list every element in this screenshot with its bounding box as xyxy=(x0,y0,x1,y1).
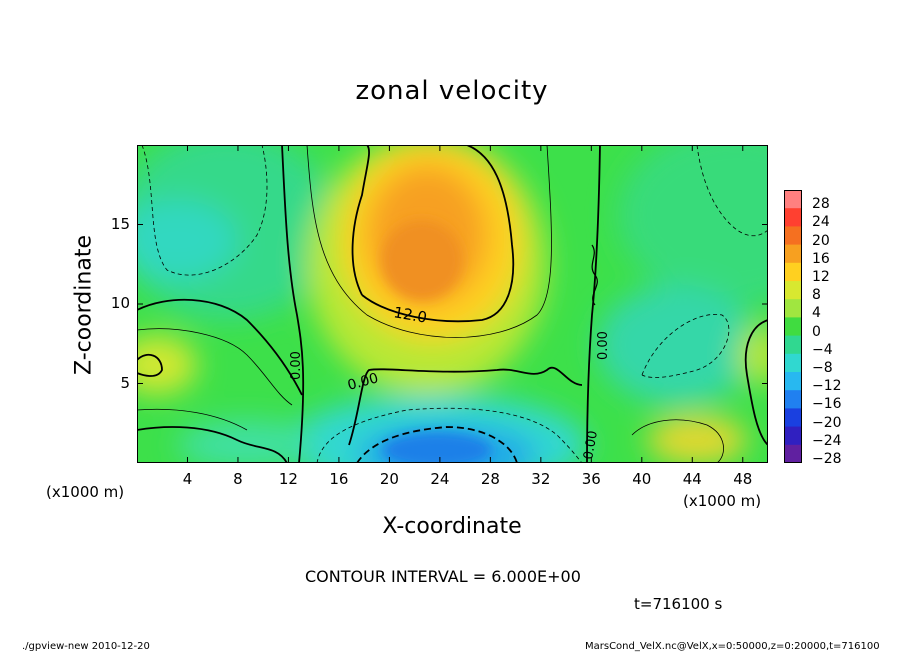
footer-left: ./gpview-new 2010-12-20 xyxy=(22,641,150,652)
colorbar-cell xyxy=(784,299,802,318)
y-tick-label: 15 xyxy=(110,214,130,233)
colorbar-cell xyxy=(784,426,802,446)
colorbar-label: 20 xyxy=(812,232,830,249)
colorbar xyxy=(784,190,802,463)
contour-twelve-left xyxy=(351,145,370,296)
contour-label-zero-bottom: 0.00 xyxy=(581,430,601,461)
x-tick-label: 12 xyxy=(278,470,298,488)
colorbar-cell xyxy=(784,244,802,264)
colorbar-cell xyxy=(784,390,802,409)
x-tick-label: 16 xyxy=(329,470,349,488)
contour-label-zero-right: 0.00 xyxy=(596,331,611,360)
contour-wiggle-right xyxy=(591,244,598,306)
colorbar-label: 0 xyxy=(812,323,821,340)
x-tick-label: 44 xyxy=(682,470,702,488)
field-cool-midright xyxy=(597,285,757,405)
contour-six-leftlobe xyxy=(137,328,293,406)
colorbar-label: −28 xyxy=(812,450,842,467)
contour-zero-leftlobe xyxy=(137,298,303,396)
colorbar-label: 24 xyxy=(812,214,830,231)
x-axis-label: X-coordinate xyxy=(382,514,522,539)
contour-twelve xyxy=(361,145,515,323)
contour-zero-left xyxy=(281,145,305,463)
contour-zero-right xyxy=(586,145,601,463)
contour-label-zero-mid: 0.00 xyxy=(346,370,380,394)
field-warm-bottomright xyxy=(647,415,747,463)
contour-minus6-bottom xyxy=(316,407,583,463)
contour-zero-mid xyxy=(348,366,583,446)
time-label: t=716100 s xyxy=(634,595,723,613)
plot-area: 12.0 0.00 0.00 0.00 0.00 xyxy=(137,145,768,463)
colorbar-label: 8 xyxy=(812,287,821,304)
x-tick-label: 40 xyxy=(632,470,652,488)
x-tick-label: 20 xyxy=(379,470,399,488)
x-tick-label: 8 xyxy=(233,470,243,488)
x-tick-label: 32 xyxy=(531,470,551,488)
colorbar-label: 28 xyxy=(812,196,830,213)
contour-six xyxy=(306,145,552,338)
colorbar-label: −4 xyxy=(812,341,833,358)
contour-label-zero-left: 0.00 xyxy=(289,351,304,380)
y-tick-label: 10 xyxy=(110,294,130,312)
colorbar-cell xyxy=(784,372,802,391)
contour-six-left xyxy=(137,353,163,377)
field-cool-topleft-core xyxy=(137,200,237,280)
colorbar-cell xyxy=(784,353,802,373)
contour-minus6-topright xyxy=(696,145,768,237)
axis-ticks xyxy=(137,145,768,463)
colorbar-cell xyxy=(784,317,802,337)
contour-minus6-midright xyxy=(641,313,730,378)
contour-minus12-bottom xyxy=(356,426,518,463)
field-warm-peak xyxy=(382,220,462,300)
field-warm-right xyxy=(737,325,768,385)
colorbar-cell xyxy=(784,208,802,227)
colorbar-cell xyxy=(784,444,802,463)
contour-zero-rightedge xyxy=(744,319,768,446)
x-tick-label: 28 xyxy=(480,470,500,488)
footer-right: MarsCond_VelX.nc@VelX,x=0:50000,z=0:2000… xyxy=(585,641,880,652)
colorbar-label: −12 xyxy=(812,378,842,395)
colorbar-cell xyxy=(784,281,802,300)
field-cool-right xyxy=(617,145,768,305)
contour-minus6-topleft xyxy=(141,145,268,276)
colorbar-label: −16 xyxy=(812,396,842,413)
colorbar-cell xyxy=(784,190,802,209)
colorbar-label: −20 xyxy=(812,414,842,431)
field-cold-peak xyxy=(382,432,492,463)
y-axis-label: Z-coordinate xyxy=(71,235,97,375)
x-tick-label: 4 xyxy=(182,470,193,488)
x-unit-left: (x1000 m) xyxy=(46,483,125,501)
colorbar-cell xyxy=(784,408,802,428)
colorbar-label: 12 xyxy=(812,268,830,285)
x-unit-right: (x1000 m) xyxy=(683,492,762,510)
chart-title: zonal velocity xyxy=(355,76,549,106)
colorbar-label: −8 xyxy=(812,359,833,376)
colorbar-cell xyxy=(784,335,802,355)
contour-interval: CONTOUR INTERVAL = 6.000E+00 xyxy=(305,567,581,586)
colorbar-cell xyxy=(784,262,802,282)
field-warm-left xyxy=(137,335,197,395)
y-tick-label: 5 xyxy=(120,373,130,392)
colorbar-cell xyxy=(784,226,802,246)
x-tick-label: 36 xyxy=(581,470,601,488)
colorbar-label: 4 xyxy=(812,305,821,322)
contour-label-twelve: 12.0 xyxy=(392,303,428,327)
contour-six-bottomright xyxy=(631,419,724,463)
colorbar-label: −24 xyxy=(812,432,842,449)
x-tick-label: 24 xyxy=(430,470,450,488)
colorbar-label: 16 xyxy=(812,250,830,267)
x-tick-label: 48 xyxy=(733,470,753,488)
contour-minus6-left xyxy=(137,408,248,431)
contour-zero-bottomleft xyxy=(137,426,288,463)
